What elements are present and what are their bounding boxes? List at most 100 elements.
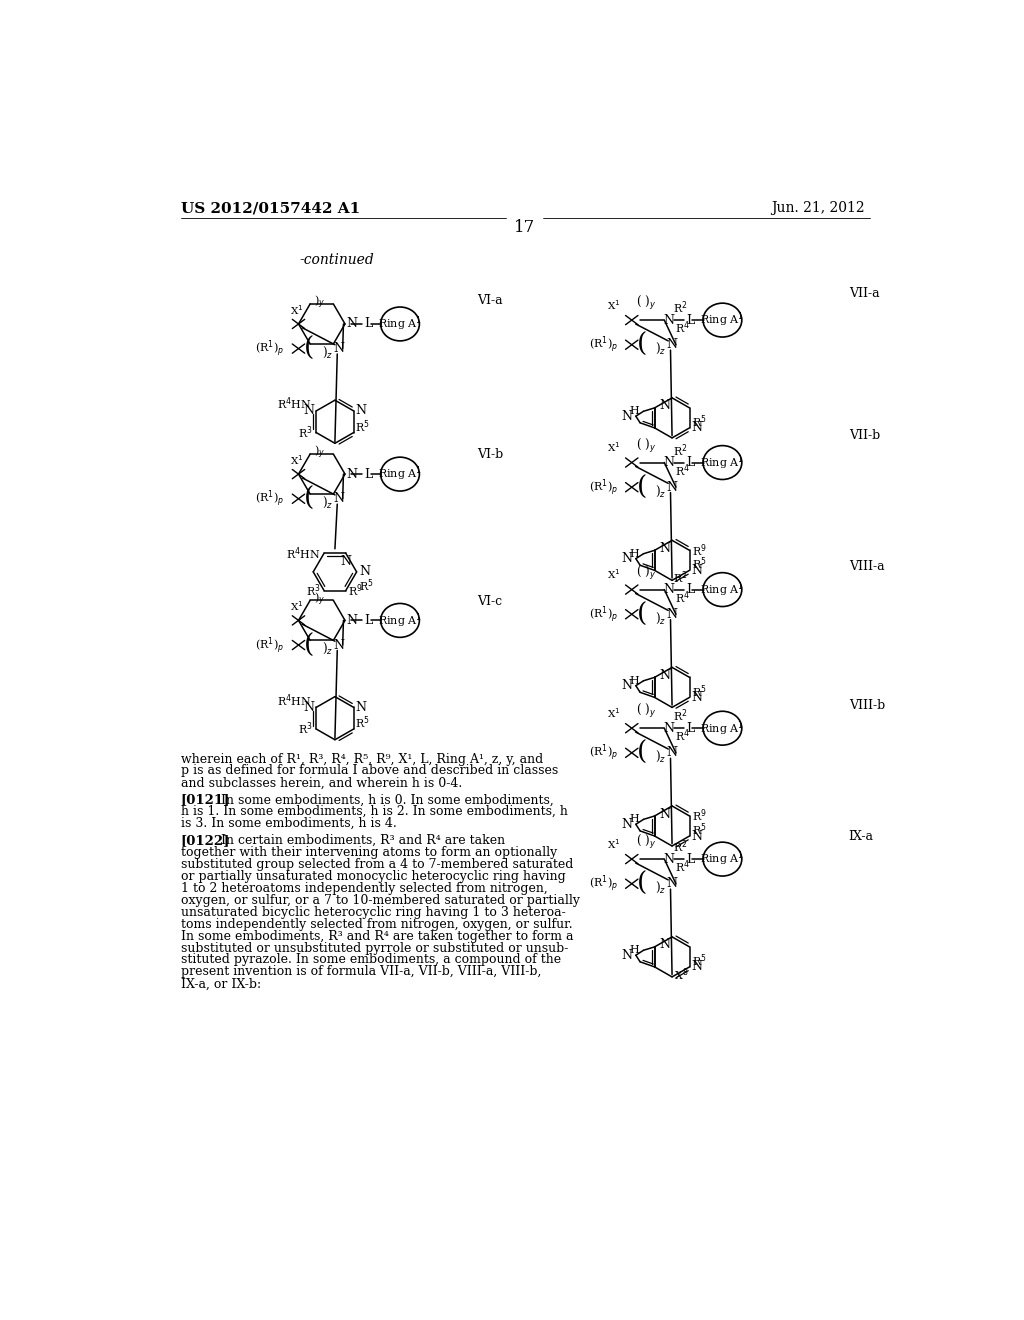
Text: N: N xyxy=(621,552,632,565)
Text: L: L xyxy=(686,583,694,597)
Text: substituted or unsubstituted pyrrole or substituted or unsub-: substituted or unsubstituted pyrrole or … xyxy=(180,941,568,954)
Text: ($\,\,$)$_{y}$: ($\,\,$)$_{y}$ xyxy=(636,702,655,721)
Text: N: N xyxy=(621,949,632,962)
Text: N: N xyxy=(691,829,702,842)
Text: (: ( xyxy=(303,486,313,511)
Text: R$^{9}$: R$^{9}$ xyxy=(692,808,707,824)
Text: R$^{9}$: R$^{9}$ xyxy=(692,543,707,558)
Text: N: N xyxy=(659,939,671,952)
Text: (: ( xyxy=(637,741,647,766)
Text: R$^{5}$: R$^{5}$ xyxy=(692,953,707,969)
Text: or partially unsaturated monocyclic heterocyclic ring having: or partially unsaturated monocyclic hete… xyxy=(180,870,565,883)
Text: )$_{z}$: )$_{z}$ xyxy=(322,345,333,360)
Text: N: N xyxy=(621,818,632,830)
Text: N: N xyxy=(664,853,675,866)
Text: L: L xyxy=(365,317,373,330)
Text: X$^{8}$: X$^{8}$ xyxy=(675,966,689,983)
Text: Ring A$^{1}$: Ring A$^{1}$ xyxy=(378,465,422,483)
Text: (R$^{1}$)$_{p}$: (R$^{1}$)$_{p}$ xyxy=(589,742,617,763)
Text: oxygen, or sulfur, or a 7 to 10-membered saturated or partially: oxygen, or sulfur, or a 7 to 10-membered… xyxy=(180,894,580,907)
Text: Ring A$^{1}$: Ring A$^{1}$ xyxy=(378,314,422,333)
Text: N: N xyxy=(340,554,351,568)
Text: )$_{z}$: )$_{z}$ xyxy=(655,341,667,356)
Text: VI-c: VI-c xyxy=(477,594,502,607)
Text: N: N xyxy=(303,404,314,417)
Text: IX-a: IX-a xyxy=(849,829,873,842)
Text: N: N xyxy=(691,961,702,973)
Text: R$^{5}$: R$^{5}$ xyxy=(692,682,707,700)
Text: IX-a, or IX-b:: IX-a, or IX-b: xyxy=(180,977,261,990)
Text: N: N xyxy=(333,492,344,506)
Text: together with their intervening atoms to form an optionally: together with their intervening atoms to… xyxy=(180,846,557,859)
Text: Ring A$^{1}$: Ring A$^{1}$ xyxy=(700,850,744,869)
Text: X$^{1}$: X$^{1}$ xyxy=(290,304,304,317)
Text: ($\,\,$)$_{y}$: ($\,\,$)$_{y}$ xyxy=(636,833,655,851)
Text: )$_{y}$: )$_{y}$ xyxy=(314,444,325,461)
Text: R$^{4}$: R$^{4}$ xyxy=(675,858,690,875)
Text: and subclasses herein, and wherein h is 0-4.: and subclasses herein, and wherein h is … xyxy=(180,776,462,789)
Text: R$^{5}$: R$^{5}$ xyxy=(355,714,370,731)
Text: N: N xyxy=(659,808,671,821)
Text: L: L xyxy=(686,722,694,735)
Text: 1 to 2 heteroatoms independently selected from nitrogen,: 1 to 2 heteroatoms independently selecte… xyxy=(180,882,548,895)
Text: h is 1. In some embodiments, h is 2. In some embodiments, h: h is 1. In some embodiments, h is 2. In … xyxy=(180,805,567,818)
Text: VI-a: VI-a xyxy=(477,294,503,308)
Text: -continued: -continued xyxy=(300,253,375,267)
Text: R$^{9}$: R$^{9}$ xyxy=(348,582,362,599)
Text: R$^{3}$: R$^{3}$ xyxy=(306,582,321,599)
Text: 17: 17 xyxy=(514,219,536,236)
Text: N: N xyxy=(664,583,675,597)
Text: (: ( xyxy=(637,871,647,896)
Text: In some embodiments, h is 0. In some embodiments,: In some embodiments, h is 0. In some emb… xyxy=(221,793,554,807)
Text: L: L xyxy=(365,467,373,480)
Text: Ring A$^{1}$: Ring A$^{1}$ xyxy=(700,719,744,738)
Text: R$^{3}$: R$^{3}$ xyxy=(298,721,313,738)
Text: X$^{1}$: X$^{1}$ xyxy=(606,298,621,312)
Text: N: N xyxy=(659,543,671,554)
Text: N: N xyxy=(346,467,357,480)
Text: N: N xyxy=(659,669,671,682)
Text: N: N xyxy=(333,342,344,355)
Text: L: L xyxy=(686,314,694,326)
Text: )$_{y}$: )$_{y}$ xyxy=(314,293,325,312)
Text: unsaturated bicyclic heterocyclic ring having 1 to 3 heteroa-: unsaturated bicyclic heterocyclic ring h… xyxy=(180,906,565,919)
Text: (R$^{1}$)$_{p}$: (R$^{1}$)$_{p}$ xyxy=(255,488,285,510)
Text: R$^{2}$: R$^{2}$ xyxy=(673,442,687,458)
Text: Ring A$^{1}$: Ring A$^{1}$ xyxy=(700,453,744,471)
Text: X$^{1}$: X$^{1}$ xyxy=(606,568,621,581)
Text: H: H xyxy=(630,945,640,956)
Text: H: H xyxy=(630,676,640,686)
Text: R$^{2}$: R$^{2}$ xyxy=(673,569,687,586)
Text: (: ( xyxy=(637,475,647,500)
Text: p is as defined for formula I above and described in classes: p is as defined for formula I above and … xyxy=(180,764,558,777)
Text: )$_{z}$: )$_{z}$ xyxy=(655,610,667,626)
Text: N: N xyxy=(333,639,344,652)
Text: N: N xyxy=(659,400,671,412)
Text: US 2012/0157442 A1: US 2012/0157442 A1 xyxy=(180,202,360,215)
Text: R$^{4}$: R$^{4}$ xyxy=(675,319,690,337)
Text: [0121]: [0121] xyxy=(180,793,230,807)
Text: R$^{4}$HN: R$^{4}$HN xyxy=(278,692,311,709)
Text: N: N xyxy=(667,338,678,351)
Text: wherein each of R¹, R³, R⁴, R⁵, R⁹, X¹, L, Ring A¹, z, y, and: wherein each of R¹, R³, R⁴, R⁵, R⁹, X¹, … xyxy=(180,752,543,766)
Text: N: N xyxy=(346,614,357,627)
Text: VIII-a: VIII-a xyxy=(849,560,885,573)
Text: (: ( xyxy=(637,602,647,627)
Text: )$_{z}$: )$_{z}$ xyxy=(655,483,667,499)
Text: (: ( xyxy=(637,333,647,358)
Text: (R$^{1}$)$_{p}$: (R$^{1}$)$_{p}$ xyxy=(589,874,617,894)
Text: R$^{5}$: R$^{5}$ xyxy=(692,556,707,573)
Text: )$_{z}$: )$_{z}$ xyxy=(655,748,667,764)
Text: H: H xyxy=(630,407,640,416)
Text: R$^{4}$: R$^{4}$ xyxy=(675,462,690,479)
Text: N: N xyxy=(664,455,675,469)
Text: X$^{1}$: X$^{1}$ xyxy=(606,441,621,454)
Text: toms independently selected from nitrogen, oxygen, or sulfur.: toms independently selected from nitroge… xyxy=(180,917,572,931)
Text: In certain embodiments, R³ and R⁴ are taken: In certain embodiments, R³ and R⁴ are ta… xyxy=(221,834,505,847)
Text: L: L xyxy=(686,455,694,469)
Text: N: N xyxy=(667,480,678,494)
Text: N: N xyxy=(667,878,678,890)
Text: R$^{4}$HN: R$^{4}$HN xyxy=(278,396,311,412)
Text: ($\,\,$)$_{y}$: ($\,\,$)$_{y}$ xyxy=(636,294,655,312)
Text: (R$^{1}$)$_{p}$: (R$^{1}$)$_{p}$ xyxy=(255,635,285,656)
